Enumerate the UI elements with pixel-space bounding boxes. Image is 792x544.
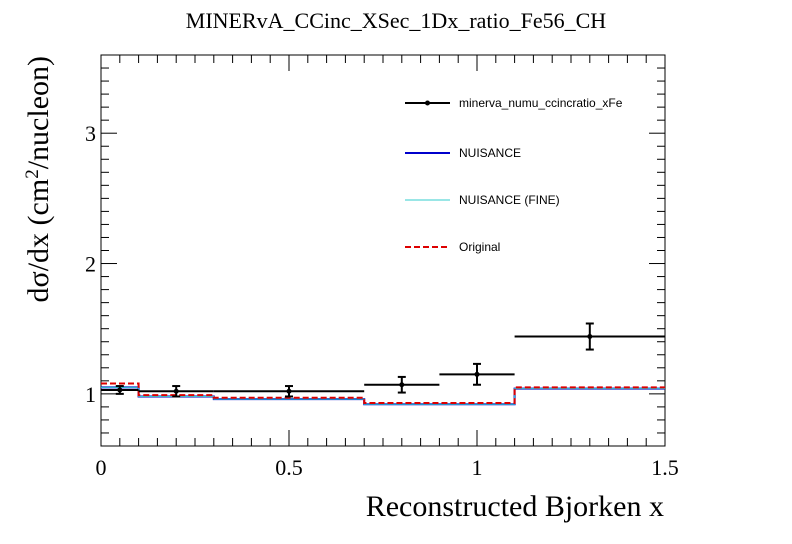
series-line-1 <box>101 386 665 406</box>
x-tick-label: 0 <box>96 455 107 480</box>
legend-label-0: minerva_numu_ccincratio_xFe <box>459 96 623 110</box>
legend-label-1: NUISANCE <box>459 146 521 160</box>
data-point-marker <box>117 387 123 393</box>
y-tick-label: 1 <box>85 382 96 407</box>
y-tick-label: 2 <box>85 252 96 277</box>
x-tick-label: 1.5 <box>651 455 679 480</box>
legend-label-2: NUISANCE (FINE) <box>459 193 560 207</box>
x-tick-label: 1 <box>472 455 483 480</box>
y-axis-label-sup: 2 <box>22 169 43 179</box>
data-point-marker <box>173 388 179 394</box>
x-axis-label: Reconstructed Bjorken x <box>366 490 664 523</box>
legend: minerva_numu_ccincratio_xFe NUISANCE NUISA… <box>405 96 623 254</box>
chart-title: MINERvA_CCinc_XSec_1Dx_ratio_Fe56_CH <box>186 8 607 33</box>
data-point-marker <box>474 371 480 377</box>
y-axis-ticks: 1 2 3 <box>85 54 665 447</box>
x-axis-ticks: 0 0.5 1 1.5 <box>96 55 679 480</box>
data-point-marker <box>286 388 292 394</box>
legend-marker-data <box>425 100 430 106</box>
series-layer <box>101 322 665 406</box>
series-line-original <box>101 382 665 404</box>
y-axis-label-after: /nucleon) <box>22 56 55 169</box>
data-point-marker <box>399 382 405 388</box>
legend-label-3: Original <box>459 240 500 254</box>
data-point-marker <box>587 334 593 340</box>
x-tick-label: 0.5 <box>275 455 303 480</box>
y-tick-label: 3 <box>85 121 96 146</box>
y-axis-label: dσ/dx (cm2/nucleon) <box>22 56 56 302</box>
y-axis-label-before: dσ/dx (cm <box>22 179 55 303</box>
